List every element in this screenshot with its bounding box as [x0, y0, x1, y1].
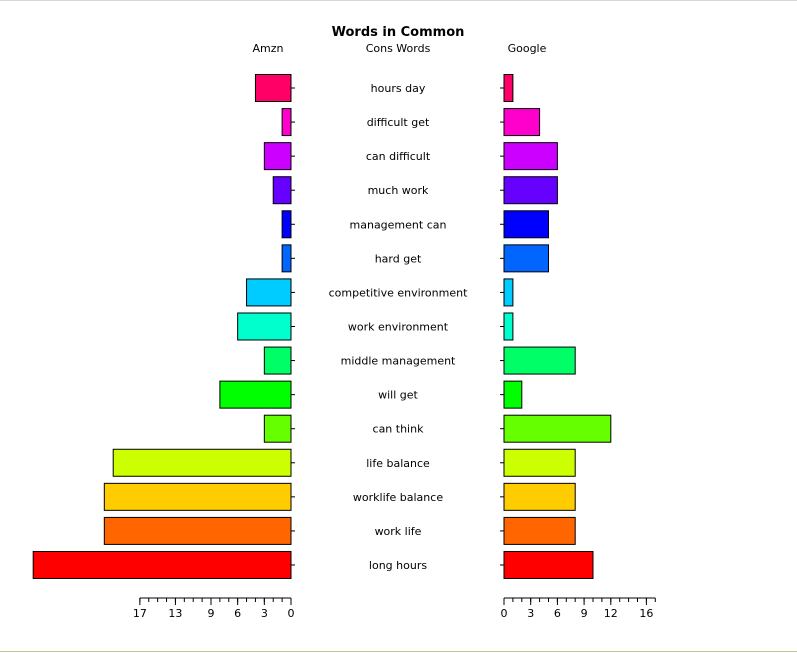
category-label: can think — [373, 423, 425, 436]
left-series-label: Amzn — [253, 42, 284, 55]
category-label: worklife balance — [353, 491, 443, 504]
axis-tick-label: 0 — [501, 607, 508, 620]
category-label: management can — [350, 218, 447, 231]
bar-amzn — [103, 516, 292, 545]
bar-google — [503, 414, 612, 443]
axis-tick-label: 13 — [168, 607, 182, 620]
category-label: long hours — [369, 559, 427, 572]
left-x-axis: 17 13 9 6 3 0 — [133, 597, 295, 620]
category-label: difficult get — [367, 116, 430, 129]
category-label: much work — [368, 184, 429, 197]
axis-tick-label: 6 — [234, 607, 241, 620]
category-label: can difficult — [366, 150, 431, 163]
bar-amzn — [103, 482, 292, 511]
axis-tick-label: 0 — [288, 607, 295, 620]
left-bars — [32, 74, 295, 579]
bar-amzn — [263, 346, 292, 375]
top-border — [0, 0, 797, 1]
right-series-label: Google — [508, 42, 547, 55]
bar-google — [503, 482, 576, 511]
category-label: hours day — [371, 82, 426, 95]
category-label: middle management — [341, 355, 456, 368]
bar-amzn — [263, 414, 292, 443]
right-bars — [500, 74, 612, 579]
bar-amzn — [254, 74, 292, 102]
bar-google — [503, 278, 514, 307]
bar-google — [503, 74, 514, 102]
bar-amzn — [32, 550, 292, 579]
category-label: work life — [375, 525, 422, 538]
chart-title: Words in Common — [332, 25, 465, 40]
bar-amzn — [246, 278, 292, 307]
bar-amzn — [112, 448, 292, 477]
bar-google — [503, 244, 549, 273]
category-labels: hours day difficult get can difficult much … — [329, 82, 468, 572]
bar-google — [503, 380, 523, 409]
bar-google — [503, 448, 576, 477]
category-label: competitive environment — [329, 286, 468, 299]
axis-tick-label: 3 — [261, 607, 268, 620]
axis-tick-label: 6 — [554, 607, 561, 620]
category-label: work environment — [348, 320, 449, 333]
bar-amzn — [237, 312, 292, 341]
center-column-label: Cons Words — [366, 42, 431, 55]
bar-amzn — [281, 210, 292, 239]
axis-tick-label: 9 — [207, 607, 214, 620]
bar-google — [503, 312, 514, 341]
bar-google — [503, 346, 576, 375]
axis-tick-label: 3 — [527, 607, 534, 620]
bar-google — [503, 516, 576, 545]
axis-tick-label: 17 — [133, 607, 147, 620]
bar-google — [503, 142, 558, 171]
bar-google — [503, 550, 594, 579]
bar-amzn — [272, 176, 292, 205]
bar-google — [503, 176, 558, 205]
axis-tick-label: 16 — [639, 607, 653, 620]
bar-amzn — [263, 142, 292, 171]
bottom-border — [0, 651, 797, 652]
bar-amzn — [281, 108, 292, 137]
category-label: hard get — [375, 252, 422, 265]
right-x-axis: 0 3 6 9 12 16 — [501, 597, 656, 620]
category-label: life balance — [366, 457, 430, 470]
category-label: will get — [378, 389, 418, 402]
bar-amzn — [281, 244, 292, 273]
bar-google — [503, 210, 549, 239]
bar-google — [503, 108, 541, 137]
axis-tick-label: 9 — [581, 607, 588, 620]
bar-amzn — [219, 380, 292, 409]
axis-tick-label: 12 — [604, 607, 618, 620]
